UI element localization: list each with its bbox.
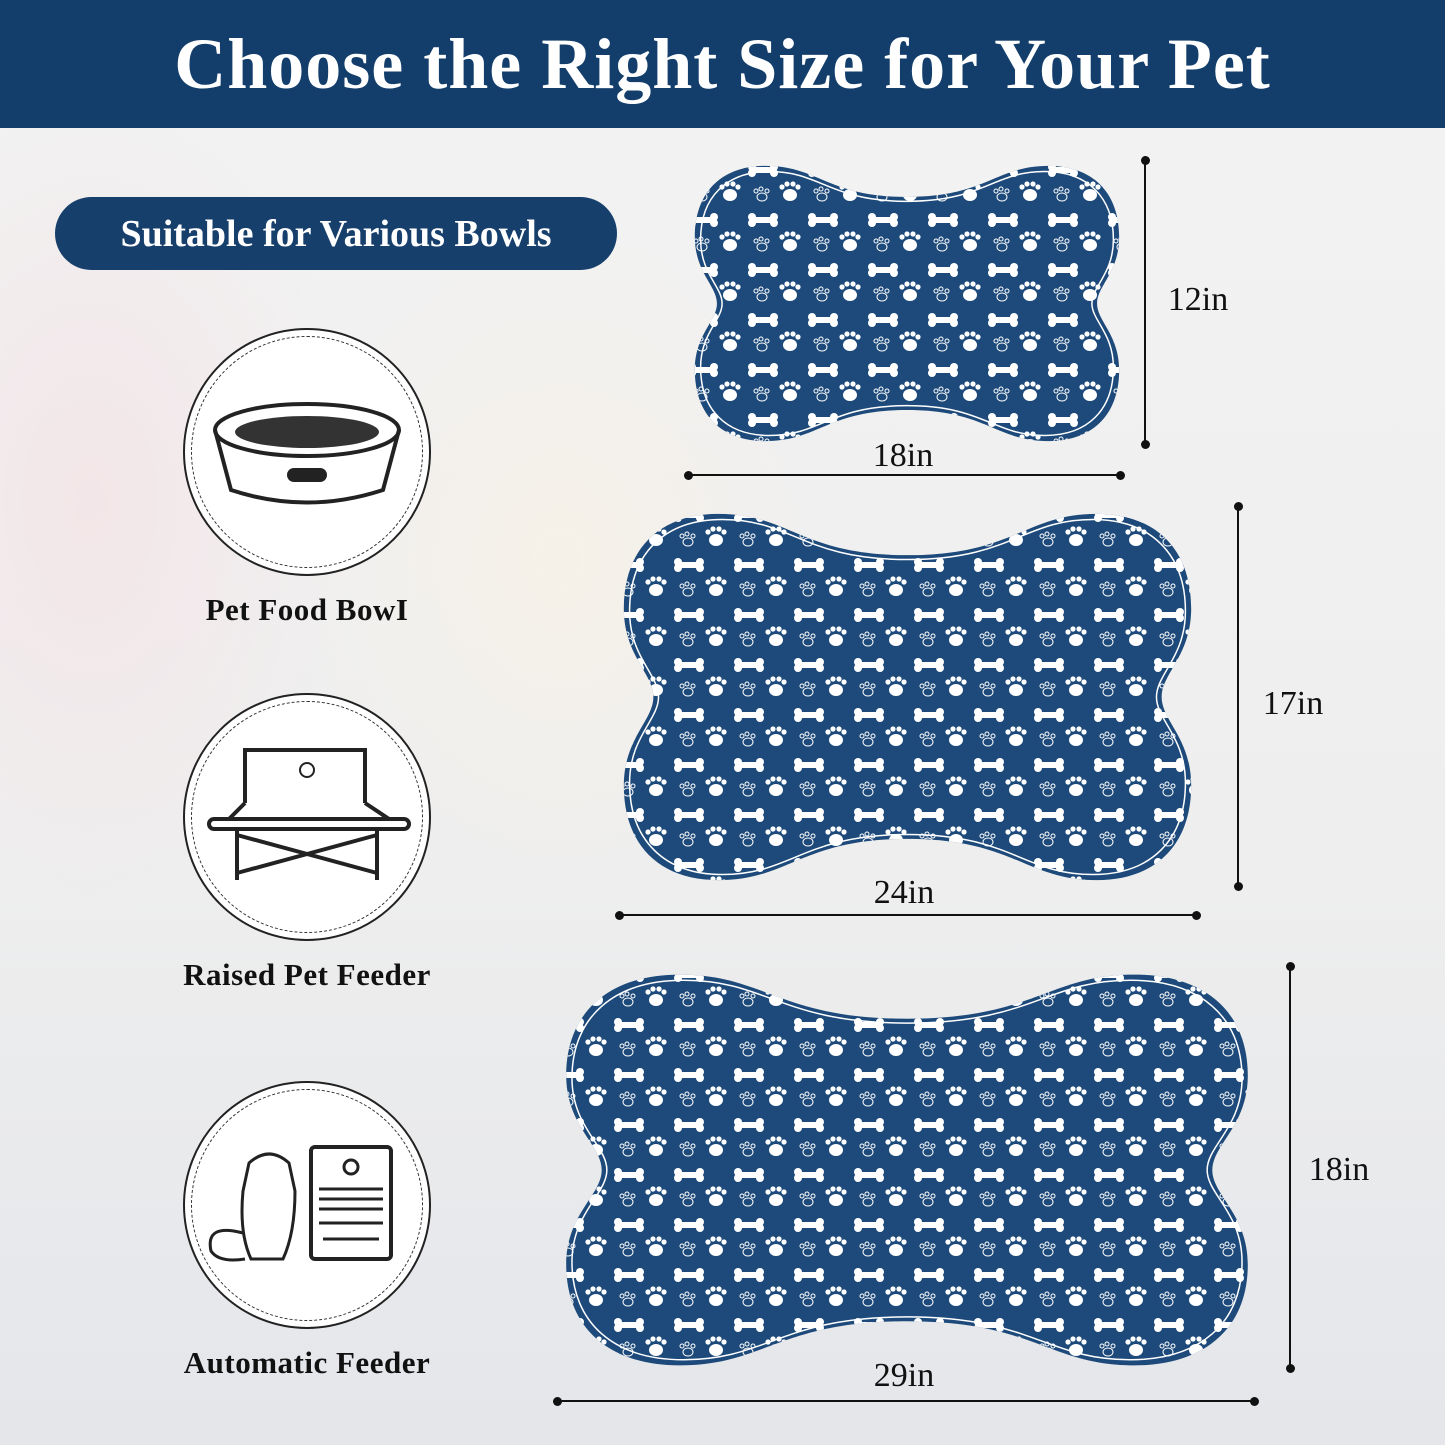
bowl-type-label: Pet Food BowI: [205, 592, 409, 627]
width-label: 24in: [873, 874, 935, 911]
width-label: 18in: [872, 437, 934, 474]
bowl-type-label: Raised Pet Feeder: [183, 957, 431, 992]
height-label: 12in: [1167, 281, 1229, 318]
width-dimension-line: [620, 914, 1196, 916]
automatic-feeder-icon: [183, 1081, 431, 1329]
height-label: 18in: [1308, 1151, 1370, 1188]
width-label: 29in: [873, 1357, 935, 1394]
page-title: Choose the Right Size for Your Pet: [174, 23, 1271, 104]
raised-feeder-icon: [183, 693, 431, 941]
header-banner: Choose the Right Size for Your Pet: [0, 0, 1445, 128]
mat-small: [694, 165, 1120, 442]
mat-medium: [623, 513, 1192, 881]
height-dimension-line: [1289, 966, 1291, 1368]
height-dimension-line: [1144, 160, 1146, 445]
width-dimension-line: [690, 474, 1120, 476]
pet-food-bowl-icon: [183, 328, 431, 576]
mat-large: [566, 974, 1248, 1366]
height-label: 17in: [1262, 685, 1324, 722]
height-dimension-line: [1237, 506, 1239, 886]
width-dimension-line: [558, 1400, 1254, 1402]
bowl-type-label: Automatic Feeder: [183, 1345, 431, 1380]
suitable-badge: Suitable for Various Bowls: [55, 197, 617, 270]
